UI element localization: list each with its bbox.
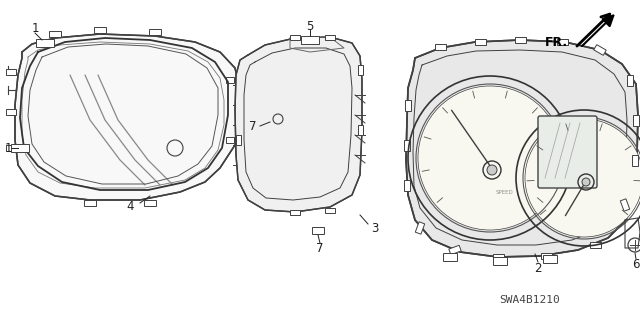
Text: FR.: FR. [545, 35, 568, 48]
Ellipse shape [525, 119, 640, 237]
Bar [6, 145, 16, 151]
Bar [515, 37, 525, 43]
Bar [415, 222, 425, 234]
Bar [290, 34, 300, 40]
Bar [290, 210, 300, 214]
Ellipse shape [582, 178, 590, 186]
Bar [144, 200, 156, 206]
Bar [226, 77, 234, 83]
Bar [633, 115, 639, 125]
Bar [149, 29, 161, 35]
Bar [226, 137, 234, 143]
Bar [443, 253, 457, 261]
Bar [541, 253, 552, 259]
Bar [493, 257, 507, 265]
Bar [620, 199, 630, 211]
Bar [404, 180, 410, 190]
Text: 4: 4 [126, 201, 134, 213]
Bar [49, 31, 61, 37]
Bar [325, 207, 335, 212]
Bar [589, 242, 600, 248]
Text: 6: 6 [632, 258, 640, 271]
Bar [312, 226, 324, 234]
Text: SWA4B1210: SWA4B1210 [500, 295, 561, 305]
Polygon shape [15, 34, 240, 200]
Bar [435, 44, 445, 50]
Bar [449, 245, 461, 255]
Text: 7: 7 [249, 120, 257, 132]
Text: 3: 3 [371, 221, 379, 234]
Bar [84, 200, 96, 206]
Bar [405, 100, 411, 110]
Bar [493, 254, 504, 260]
Ellipse shape [487, 165, 497, 175]
Text: 5: 5 [307, 19, 314, 33]
Bar [594, 45, 606, 56]
Bar [557, 39, 568, 45]
Bar [36, 39, 54, 47]
Polygon shape [406, 40, 638, 257]
Bar [6, 69, 16, 75]
Polygon shape [235, 37, 362, 212]
Bar [325, 34, 335, 40]
Bar [632, 154, 638, 166]
Bar [627, 75, 633, 85]
Bar [474, 39, 486, 45]
Bar [301, 36, 319, 44]
Bar [358, 65, 362, 75]
FancyBboxPatch shape [538, 116, 597, 188]
Bar [6, 109, 16, 115]
Bar [94, 27, 106, 33]
Text: 7: 7 [316, 241, 324, 255]
Bar [11, 144, 29, 152]
Bar [358, 125, 362, 135]
Text: 1: 1 [4, 142, 12, 154]
Ellipse shape [418, 86, 562, 230]
Bar [543, 255, 557, 263]
Text: SPEED: SPEED [496, 190, 514, 196]
Text: 1: 1 [31, 21, 39, 34]
Bar [404, 139, 410, 151]
Text: 2: 2 [534, 262, 541, 275]
Bar [236, 135, 241, 145]
